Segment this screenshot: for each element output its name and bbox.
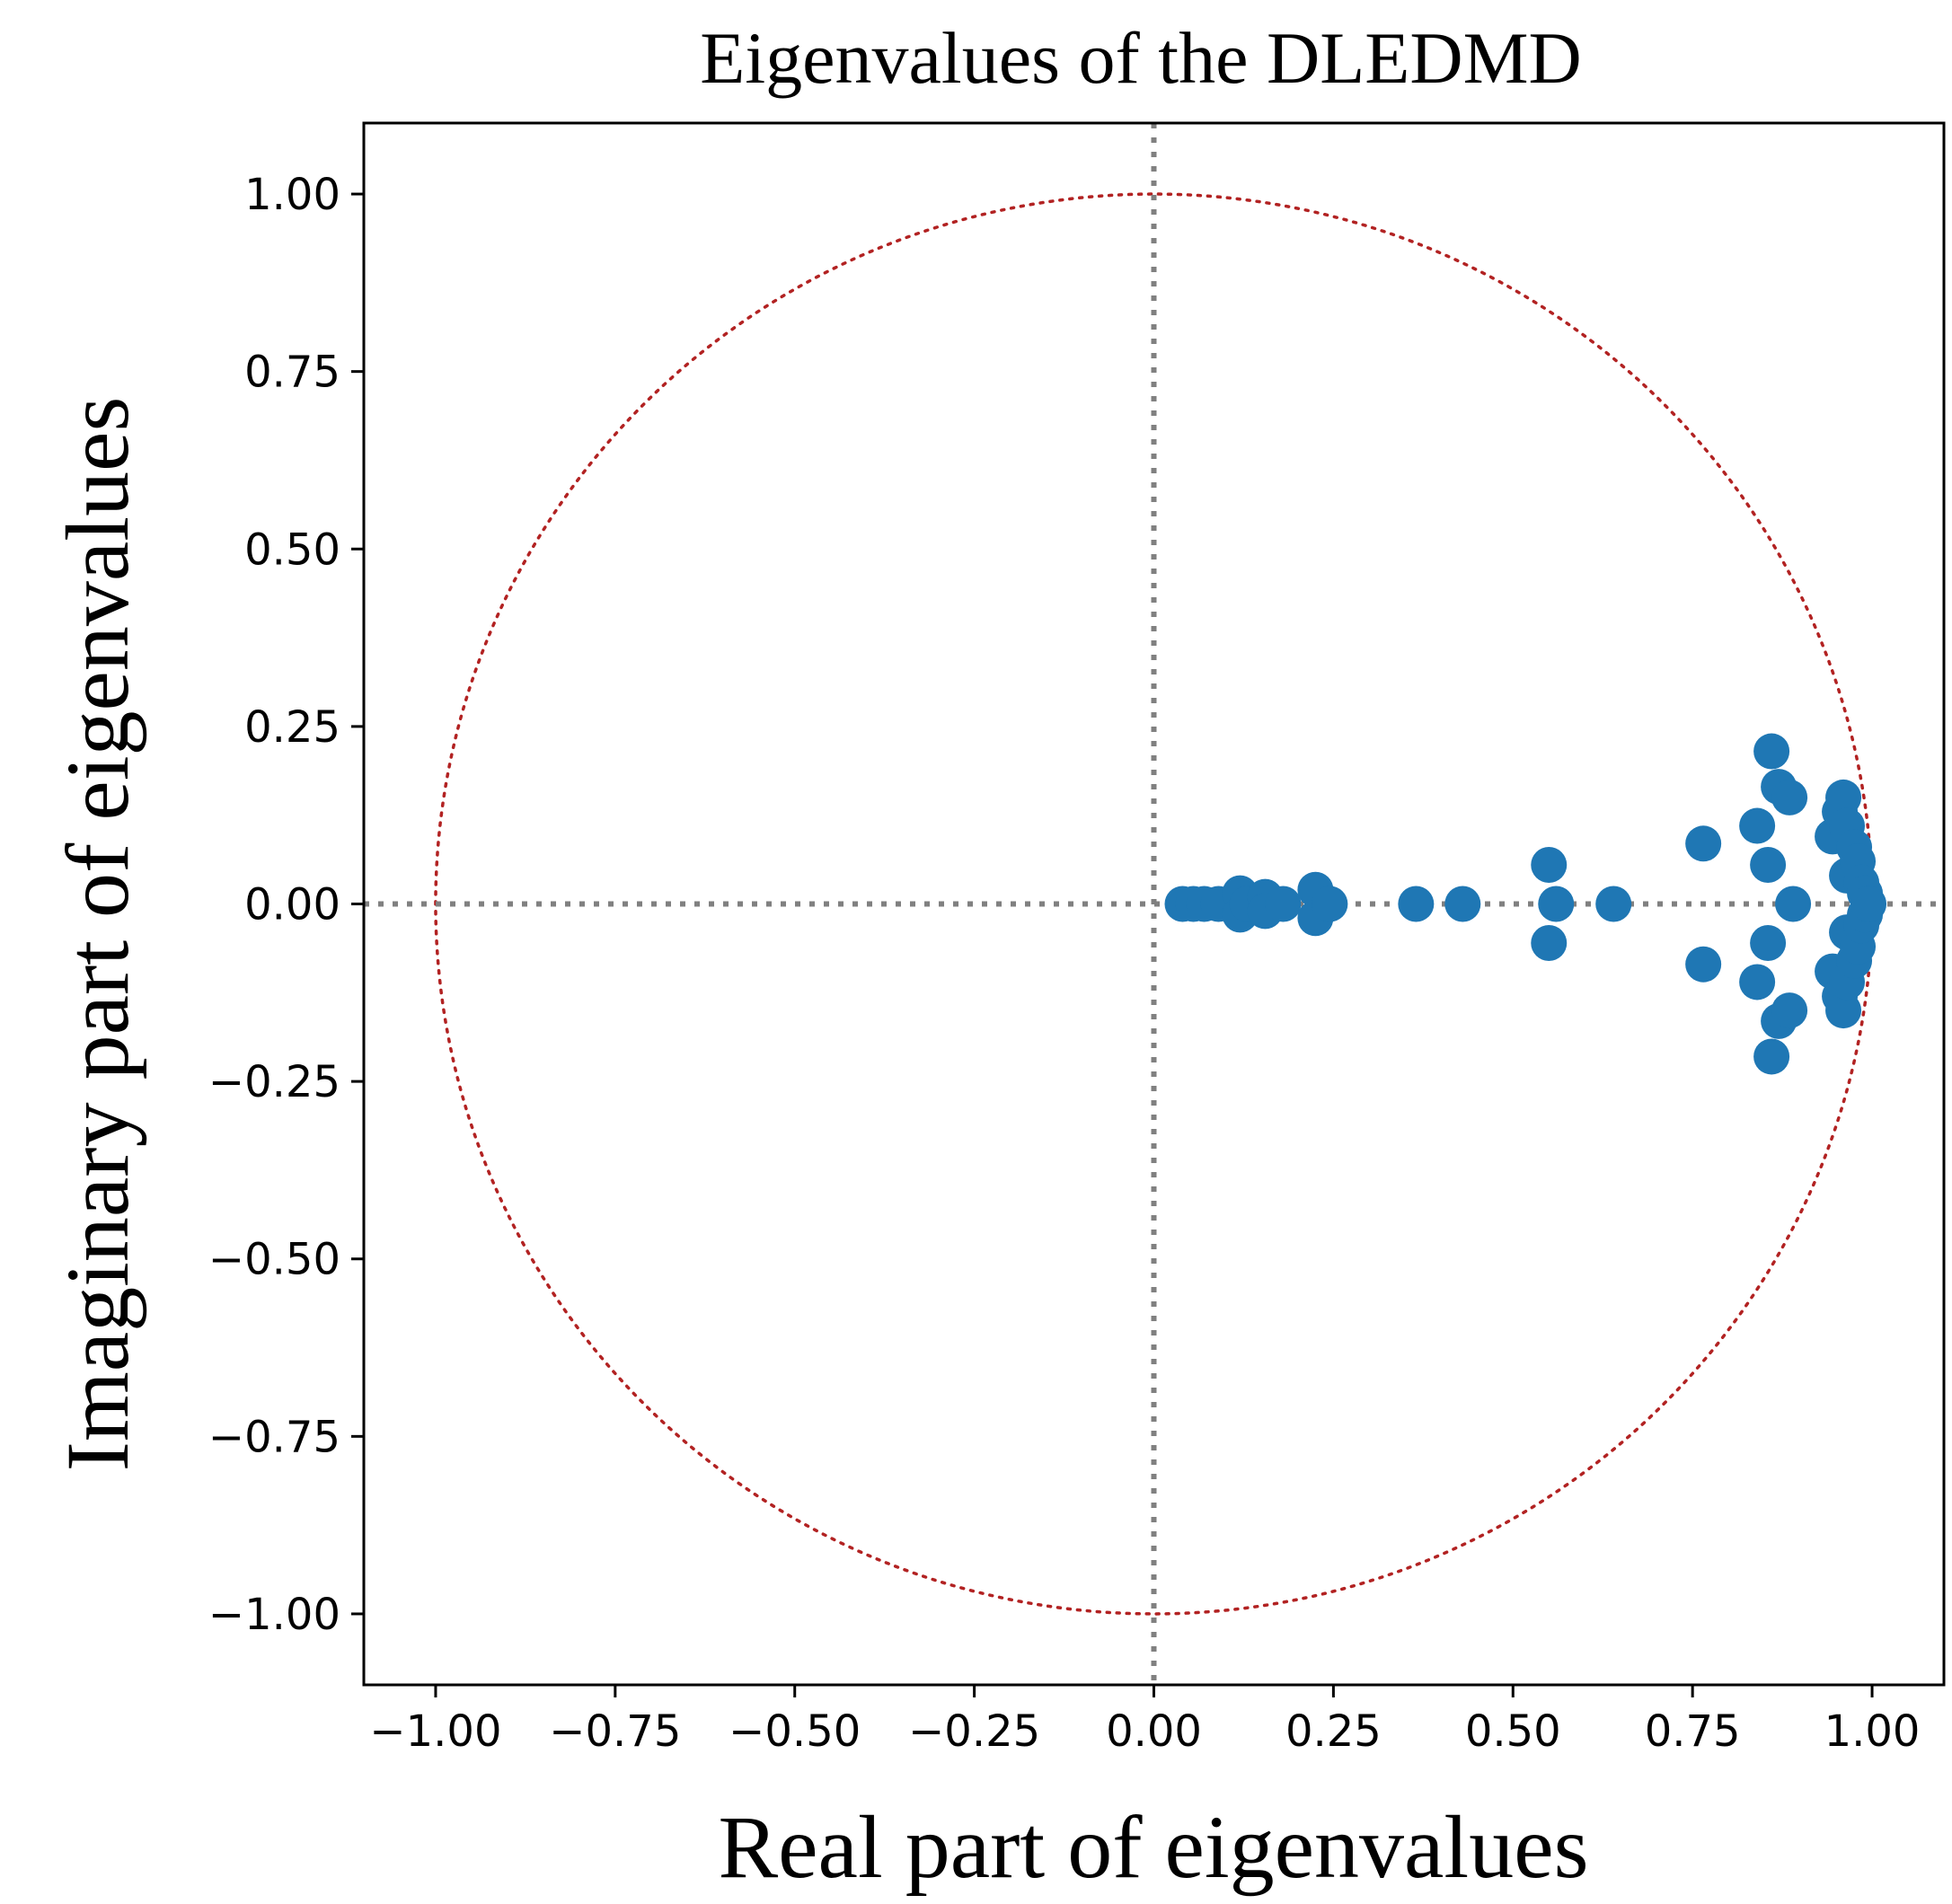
eigenvalue-point xyxy=(1825,779,1862,815)
eigenvalue-point xyxy=(1685,946,1722,983)
plot-area: −1.00 −0.75 −0.50 −0.25 0.00 0.25 0.50 0.75 1.00… xyxy=(208,121,1946,1757)
x-tick-label: −0.75 xyxy=(549,1706,681,1757)
eigenvalue-point xyxy=(1750,847,1787,884)
eigenvalue-point xyxy=(1531,847,1568,884)
chart-title: Eigenvalues of the DLEDMD xyxy=(700,17,1581,99)
x-tick-label: 1.00 xyxy=(1824,1706,1921,1757)
x-tick-label: −1.00 xyxy=(369,1706,501,1757)
x-tick-label: −0.50 xyxy=(729,1706,861,1757)
y-tick-label: 0.75 xyxy=(244,348,340,398)
y-tick-label: 0.50 xyxy=(244,524,340,575)
eigenvalue-point xyxy=(1312,886,1348,922)
eigenvalue-point xyxy=(1753,733,1790,770)
y-axis-label: Imaginary part of eigenvalues xyxy=(48,397,147,1472)
x-tick-label: 0.00 xyxy=(1106,1706,1202,1757)
x-axis-label: Real part of eigenvalues xyxy=(718,1797,1588,1897)
eigenvalue-point xyxy=(1538,886,1575,922)
x-tick-label: 0.50 xyxy=(1465,1706,1561,1757)
eigenvalue-point xyxy=(1771,779,1808,815)
eigenvalue-point xyxy=(1750,924,1787,961)
eigenvalue-point xyxy=(1850,886,1887,922)
eigenvalue-point xyxy=(1739,964,1776,1000)
y-tick-label: 0.25 xyxy=(244,702,340,753)
eigenvalue-point xyxy=(1775,886,1812,922)
eigenvalue-point xyxy=(1753,1038,1790,1075)
eigenvalue-point xyxy=(1531,924,1568,961)
eigenvalue-point xyxy=(1771,992,1808,1029)
eigenvalue-point xyxy=(1825,992,1862,1029)
y-tick-label: −0.75 xyxy=(208,1412,340,1462)
eigenvalue-point xyxy=(1444,886,1481,922)
eigenvalue-point xyxy=(1398,886,1435,922)
x-tick-label: 0.25 xyxy=(1285,1706,1382,1757)
x-tick-label: −0.25 xyxy=(908,1706,1040,1757)
eigenvalue-point xyxy=(1265,886,1302,922)
y-tick-label: 0.00 xyxy=(244,880,340,930)
y-tick-label: −0.50 xyxy=(208,1235,340,1285)
eigenvalue-point xyxy=(1685,825,1722,862)
eigenvalue-point xyxy=(1739,807,1776,844)
y-tick-label: 1.00 xyxy=(244,170,340,220)
x-tick-label: 0.75 xyxy=(1645,1706,1741,1757)
eigenvalue-point xyxy=(1595,886,1632,922)
y-tick-label: −1.00 xyxy=(208,1590,340,1640)
y-tick-label: −0.25 xyxy=(208,1057,340,1107)
